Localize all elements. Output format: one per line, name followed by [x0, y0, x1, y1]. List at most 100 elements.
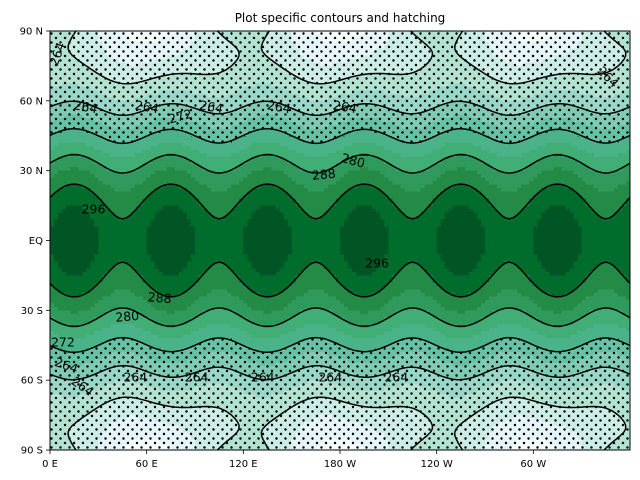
contour-band-cell — [565, 139, 571, 144]
contour-band-cell — [388, 139, 393, 144]
contour-band-cell — [62, 135, 67, 140]
contour-band-cell — [424, 149, 430, 154]
contour-band-cell — [162, 139, 168, 144]
contour-band-cell — [90, 146, 95, 151]
contour-band-cell — [203, 146, 208, 151]
contour-band-cell — [593, 146, 599, 151]
contour-band-cell — [263, 132, 269, 137]
contour-band-cell — [215, 146, 220, 151]
contour-band-cell — [235, 149, 240, 154]
contour-band-cell — [368, 149, 373, 154]
contour-band-cell — [239, 142, 244, 147]
contour-band-cell — [521, 142, 526, 147]
contour-band-cell — [186, 135, 192, 140]
contour-band-cell — [468, 135, 474, 140]
contour-band-cell — [460, 132, 466, 137]
contour-band-cell — [255, 146, 261, 151]
contour-band-cell — [50, 146, 55, 151]
contour-band-cell — [94, 146, 99, 151]
contour-band-cell — [565, 135, 571, 140]
contour-band-cell — [190, 146, 196, 151]
contour-band-cell — [138, 149, 144, 154]
contour-band-cell — [319, 146, 325, 151]
contour-band-cell — [364, 146, 369, 151]
contour-band-cell — [243, 135, 248, 140]
contour-band-cell — [74, 132, 79, 137]
contour-band-cell — [162, 135, 168, 140]
contour-band-cell — [380, 149, 385, 154]
contour-band-cell — [444, 139, 450, 144]
contour-band-cell — [154, 146, 160, 151]
contour-band-cell — [162, 146, 168, 151]
contour-band-cell — [561, 146, 567, 151]
contour-band-cell — [162, 149, 168, 154]
contour-band-cell — [283, 149, 289, 154]
contour-band-cell — [251, 139, 257, 144]
contour-band-cell — [569, 139, 575, 144]
contour-band-cell — [561, 135, 567, 140]
contour-band-cell — [78, 132, 83, 137]
contour-band-cell — [178, 135, 184, 140]
contour-band-cell — [90, 149, 95, 154]
contour-band-cell — [561, 132, 567, 137]
contour-band-cell — [283, 139, 289, 144]
contour-band-cell — [513, 146, 518, 151]
contour-band-cell — [565, 132, 571, 137]
contour-band-cell — [66, 146, 71, 151]
contour-band-cell — [239, 149, 244, 154]
contour-band-cell — [295, 149, 301, 154]
contour-band-cell — [545, 132, 551, 137]
contour-band-cell — [436, 142, 442, 147]
contour-band-cell — [344, 142, 349, 147]
contour-band-cell — [166, 146, 172, 151]
contour-band-cell — [493, 142, 498, 147]
contour-band-cell — [444, 132, 450, 137]
contour-band-cell — [557, 132, 563, 137]
contour-band-cell — [54, 146, 59, 151]
contour-band-cell — [98, 142, 103, 147]
contour-band-cell — [182, 139, 188, 144]
contour-band-cell — [440, 135, 446, 140]
contour-band-cell — [62, 139, 67, 144]
contour-band-cell — [452, 146, 458, 151]
contour-band-cell — [460, 135, 466, 140]
contour-band-cell — [174, 135, 180, 140]
contour-band-cell — [380, 142, 385, 147]
contour-band-cell — [178, 146, 184, 151]
contour-band-cell — [589, 142, 595, 147]
contour-band-cell — [267, 139, 273, 144]
contour-band-cell — [247, 146, 252, 151]
contour-band-cell — [291, 149, 297, 154]
contour-band-cell — [130, 142, 136, 147]
contour-band-cell — [388, 142, 393, 147]
contour-band-cell — [581, 139, 587, 144]
contour-band-cell — [62, 146, 67, 151]
contour-band-cell — [480, 146, 486, 151]
contour-band-cell — [468, 142, 474, 147]
contour-band-cell — [98, 146, 103, 151]
contour-band-cell — [327, 149, 333, 154]
contour-band-cell — [283, 146, 289, 151]
contour-band-cell — [621, 139, 627, 144]
contour-band-cell — [360, 146, 365, 151]
contour-band-cell — [291, 146, 297, 151]
contour-band-cell — [267, 142, 273, 147]
contour-band-cell — [476, 146, 482, 151]
contour-band-cell — [150, 135, 156, 140]
contour-band-cell — [372, 149, 377, 154]
contour-band-cell — [259, 132, 265, 137]
contour-band-cell — [460, 146, 466, 151]
contour-band-cell — [275, 149, 281, 154]
contour-band-cell — [573, 142, 579, 147]
contour-band-cell — [444, 142, 450, 147]
contour-band-cell — [364, 139, 369, 144]
contour-band-cell — [182, 135, 188, 140]
contour-band-cell — [255, 149, 261, 154]
contour-band-cell — [464, 139, 470, 144]
contour-band-cell — [468, 132, 474, 137]
contour-band-cell — [186, 139, 192, 144]
contour-band-cell — [82, 149, 87, 154]
contour-band-cell — [255, 135, 261, 140]
contour-band-cell — [440, 146, 446, 151]
contour-band-cell — [315, 146, 321, 151]
